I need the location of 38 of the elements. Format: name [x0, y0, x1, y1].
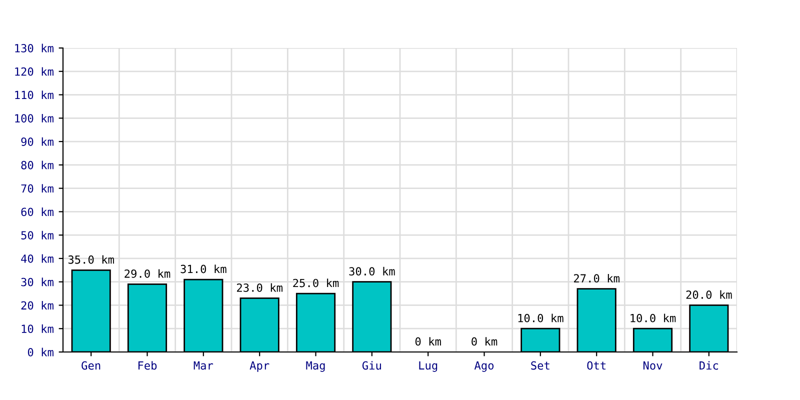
y-tick-label: 30 km [21, 278, 54, 286]
y-tick-label: 10 km [22, 324, 54, 334]
data-label: 29.0 km [124, 269, 170, 278]
data-label: 30.0 km [349, 266, 395, 276]
data-label: 0 km [415, 337, 441, 346]
y-tick-label: 40 km [21, 254, 54, 263]
data-label: 10.0 km [518, 314, 564, 322]
x-tick-label: Mag [306, 361, 325, 372]
y-tick-label: 80 km [21, 160, 54, 170]
data-label: 23.0 km [236, 283, 282, 292]
y-tick-label: 100 km [15, 114, 54, 123]
x-tick-label: Apr [250, 361, 270, 372]
x-tick-label: Ott [587, 361, 606, 370]
x-tick-label: Dic [700, 361, 718, 370]
data-label: 31.0 km [180, 264, 226, 274]
y-tick-label: 120 km [15, 67, 54, 76]
y-tick-label: 50 km [21, 230, 54, 240]
x-tick-label: Ago [474, 361, 494, 372]
y-tick-label: 70 km [21, 184, 54, 193]
y-tick-label: 0 km [28, 348, 54, 356]
x-tick-label: Feb [138, 361, 157, 370]
x-tick-label: Gen [82, 361, 100, 370]
data-label: 25.0 km [293, 278, 339, 288]
y-tick-label: 130 km [15, 44, 54, 52]
data-label: 27.0 km [574, 274, 620, 283]
y-tick-label: 90 km [21, 137, 54, 146]
x-tick-label: Set [531, 361, 550, 370]
y-tick-label: 20 km [21, 301, 54, 310]
data-label: 20.0 km [686, 290, 732, 299]
data-label: 0 km [472, 337, 498, 346]
y-tick-label: 60 km [21, 208, 54, 216]
data-label: 10.0 km [630, 314, 676, 322]
x-tick-label: Mar [194, 361, 214, 370]
y-tick-label: 110 km [15, 90, 54, 100]
x-tick-label: Nov [643, 361, 662, 370]
x-tick-label: Lug [419, 361, 438, 372]
x-tick-label: Giu [362, 361, 381, 370]
data-label: 35.0 km [68, 255, 114, 264]
